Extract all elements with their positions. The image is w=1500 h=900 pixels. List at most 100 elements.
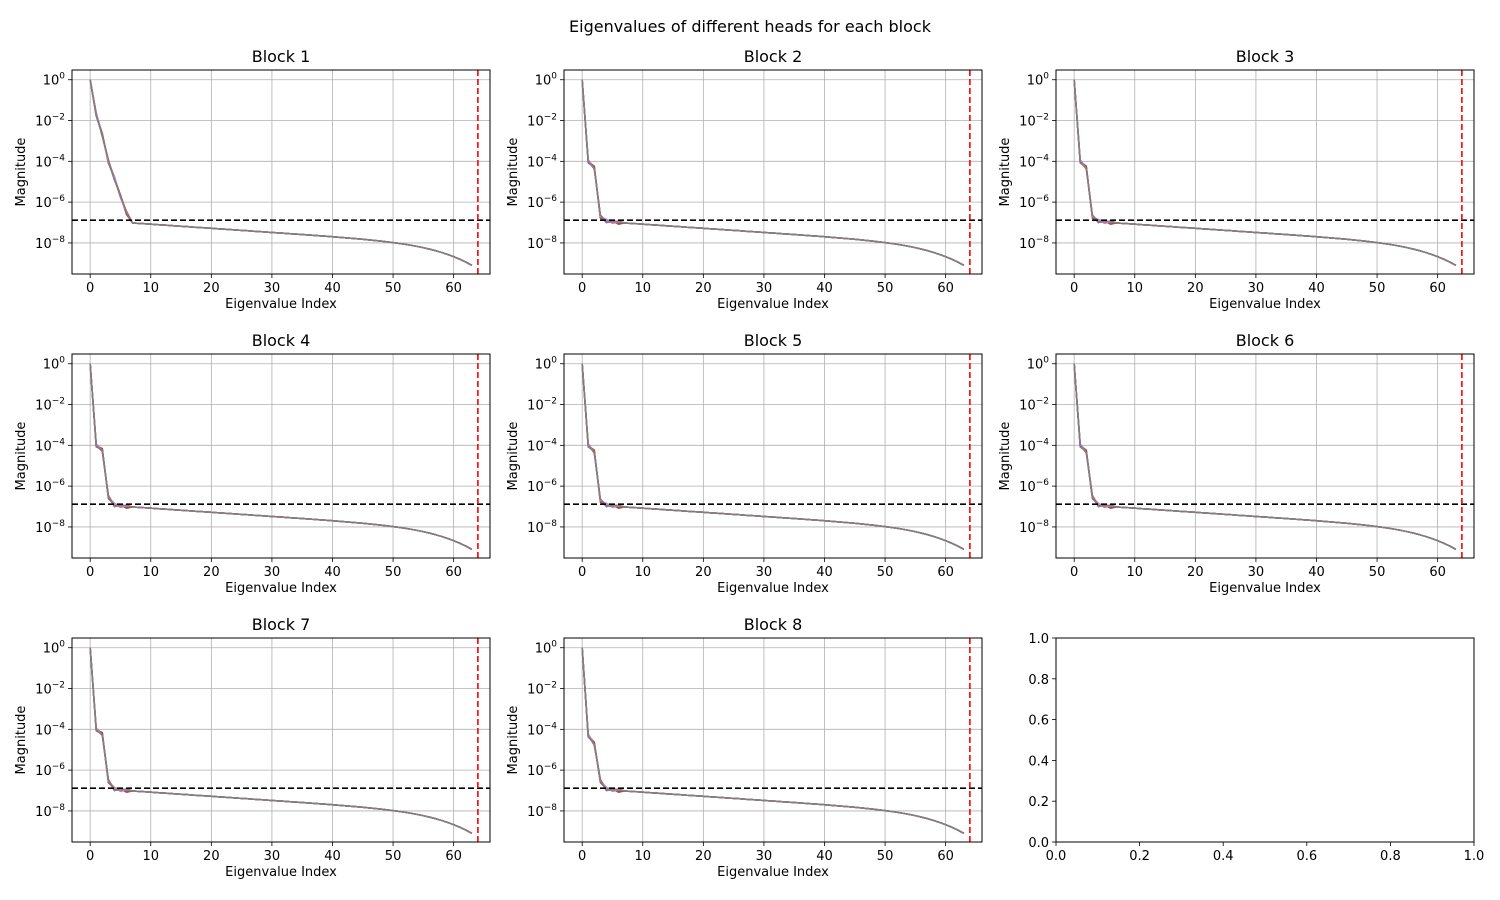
y-tick-label: 10−8 [1019,235,1049,252]
y-tick-label: 100 [535,72,558,89]
subplot-title: Block 4 [252,331,311,350]
y-tick-label: 10−4 [527,721,557,738]
series-head-6 [581,647,965,834]
series-head-1 [89,647,473,834]
y-tick-label: 10−8 [35,235,65,252]
x-tick-label: 20 [695,565,712,580]
y-tick-label: 100 [43,356,66,373]
x-tick-label: 20 [203,281,220,296]
series-head-7 [1073,79,1457,266]
x-tick-label: 0 [1070,565,1078,580]
series-head-8 [89,363,473,550]
x-tick-label: 0.4 [1213,849,1234,864]
subplot-title: Block 6 [1236,331,1295,350]
y-tick-label: 0.0 [1028,836,1049,851]
series-head-7 [581,647,965,834]
series-head-2 [581,363,965,550]
y-tick-label: 10−8 [35,519,65,536]
x-tick-label: 30 [1248,281,1265,296]
series-head-7 [89,79,473,266]
x-tick-label: 60 [937,565,954,580]
subplot-title: Block 7 [252,615,311,634]
series-head-5 [581,647,965,834]
x-axis-label: Eigenvalue Index [225,297,337,312]
y-axis-label: Magnitude [998,422,1013,491]
x-tick-label: 0.6 [1296,849,1317,864]
x-tick-label: 20 [203,565,220,580]
y-tick-label: 10−6 [527,478,557,495]
series-head-4 [581,647,965,834]
y-tick-label: 10−4 [527,153,557,170]
y-tick-label: 10−2 [35,397,65,414]
x-tick-label: 40 [816,565,833,580]
x-tick-label: 30 [756,281,773,296]
x-tick-label: 50 [877,281,894,296]
y-tick-label: 10−6 [527,762,557,779]
x-tick-label: 50 [1369,281,1386,296]
x-axis-label: Eigenvalue Index [225,581,337,596]
axes-frame [1055,69,1475,275]
y-tick-label: 0.6 [1028,714,1049,729]
y-tick-label: 0.8 [1028,673,1049,688]
series-head-6 [1073,79,1457,266]
y-axis-label: Magnitude [14,706,29,775]
y-tick-label: 10−2 [527,681,557,698]
series-head-8 [1073,79,1457,266]
x-tick-label: 60 [937,849,954,864]
x-tick-label: 10 [142,281,159,296]
y-tick-label: 10−4 [35,153,65,170]
series-head-3 [581,79,965,266]
x-tick-label: 20 [695,281,712,296]
series-head-5 [89,647,473,834]
y-tick-label: 10−8 [35,803,65,820]
x-tick-label: 20 [695,849,712,864]
x-tick-label: 40 [816,281,833,296]
series-head-3 [89,647,473,834]
y-tick-label: 10−4 [1019,153,1049,170]
y-tick-label: 10−8 [527,519,557,536]
y-axis-label: Magnitude [14,138,29,207]
series-head-3 [581,363,965,550]
series-head-4 [1073,79,1457,266]
series-head-6 [89,79,473,266]
x-tick-label: 60 [445,849,462,864]
x-axis-label: Eigenvalue Index [1209,581,1321,596]
x-tick-label: 50 [877,565,894,580]
x-axis-label: Eigenvalue Index [225,865,337,880]
axes-frame [71,637,491,843]
x-tick-label: 30 [756,849,773,864]
series-head-3 [1073,79,1457,266]
series-head-7 [89,363,473,550]
x-tick-label: 0 [578,281,586,296]
axes-frame [563,353,983,559]
series-head-2 [89,363,473,550]
x-tick-label: 60 [1429,281,1446,296]
y-tick-label: 10−2 [527,113,557,130]
y-tick-label: 10−2 [35,113,65,130]
x-axis-label: Eigenvalue Index [717,865,829,880]
subplot-block-7: 0 10 20 30 40 50 60 100 10−2 10−4 10−6 10−8 Block 7 E… [14,615,491,880]
x-tick-label: 10 [634,565,651,580]
x-tick-label: 30 [264,281,281,296]
series-head-5 [581,79,965,266]
y-tick-label: 10−6 [35,762,65,779]
series-head-8 [581,79,965,266]
y-tick-label: 10−4 [1019,437,1049,454]
y-tick-label: 10−8 [527,803,557,820]
subplot-title: Block 2 [744,47,803,66]
x-tick-label: 0.0 [1046,849,1067,864]
series-head-5 [89,363,473,550]
series-head-4 [1073,363,1457,550]
x-tick-label: 40 [324,849,341,864]
series-head-1 [581,363,965,550]
series-head-5 [1073,79,1457,266]
series-head-6 [581,363,965,550]
series-head-2 [1073,79,1457,266]
y-tick-label: 100 [43,640,66,657]
x-tick-label: 10 [142,849,159,864]
x-tick-label: 40 [1308,565,1325,580]
x-tick-label: 1.0 [1464,849,1485,864]
y-axis-label: Magnitude [506,422,521,491]
